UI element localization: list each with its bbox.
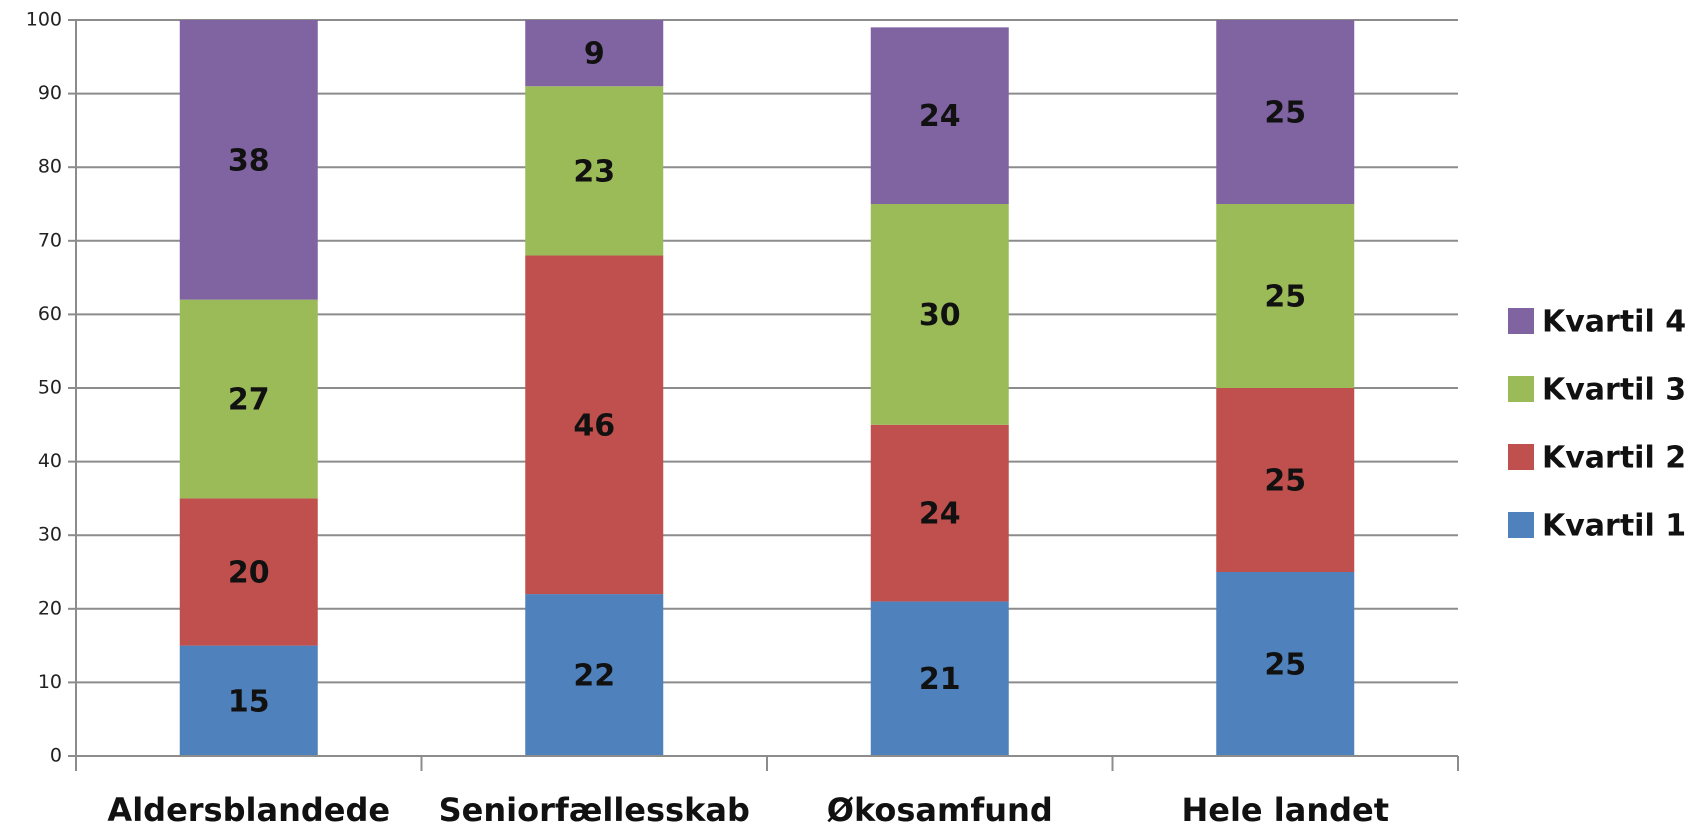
bar-segment (1216, 20, 1355, 204)
bar-segment (1216, 204, 1355, 388)
bar-segment (179, 498, 318, 646)
legend-label: Kvartil 3 (1542, 373, 1686, 408)
bar-segment (870, 601, 1009, 756)
bar-segment (870, 424, 1009, 602)
bar-segment (179, 299, 318, 499)
x-tick-label: Hele landet (1181, 791, 1389, 829)
data-label: 21 (919, 662, 961, 697)
data-label: 30 (919, 298, 961, 333)
data-label: 25 (1264, 280, 1306, 315)
y-tick-label: 20 (38, 597, 62, 619)
data-label: 27 (228, 383, 270, 418)
data-label: 20 (228, 556, 270, 591)
y-tick-label: 10 (38, 671, 62, 693)
data-label: 25 (1264, 648, 1306, 683)
bar-segment (1216, 572, 1355, 756)
y-tick-label: 100 (26, 9, 62, 31)
y-tick-label: 90 (38, 82, 62, 104)
y-tick-label: 40 (38, 450, 62, 472)
legend-label: Kvartil 1 (1542, 509, 1686, 544)
legend-label: Kvartil 4 (1542, 305, 1686, 340)
bar-segment (525, 255, 664, 595)
y-tick-label: 60 (38, 303, 62, 325)
bar-segment (870, 27, 1009, 204)
bar-segment (525, 86, 664, 256)
data-label: 38 (228, 143, 270, 178)
data-label: 46 (573, 408, 615, 443)
bar-segment (870, 204, 1009, 425)
bar-segment (525, 20, 664, 87)
legend-swatch (1508, 444, 1534, 470)
y-tick-label: 30 (38, 524, 62, 546)
legend-swatch (1508, 376, 1534, 402)
data-label: 9 (584, 37, 605, 72)
y-tick-label: 50 (38, 377, 62, 399)
bar-segment (179, 20, 318, 300)
bar-segment (179, 645, 318, 756)
legend-label: Kvartil 2 (1542, 441, 1686, 476)
bar-segment (525, 594, 664, 756)
bar-segment (1216, 388, 1355, 572)
y-tick-label: 0 (50, 745, 62, 767)
data-label: 25 (1264, 464, 1306, 499)
x-tick-label: Økosamfund (827, 791, 1053, 829)
legend-swatch (1508, 512, 1534, 538)
x-tick-label: Seniorfællesskab (439, 791, 750, 829)
data-label: 23 (573, 154, 615, 189)
data-label: 15 (228, 684, 270, 719)
data-label: 25 (1264, 96, 1306, 131)
y-tick-label: 80 (38, 156, 62, 178)
x-tick-label: Aldersblandede (107, 791, 390, 829)
legend-swatch (1508, 308, 1534, 334)
data-label: 22 (573, 659, 615, 694)
y-tick-label: 70 (38, 229, 62, 251)
data-label: 24 (919, 99, 961, 134)
data-label: 24 (919, 497, 961, 532)
